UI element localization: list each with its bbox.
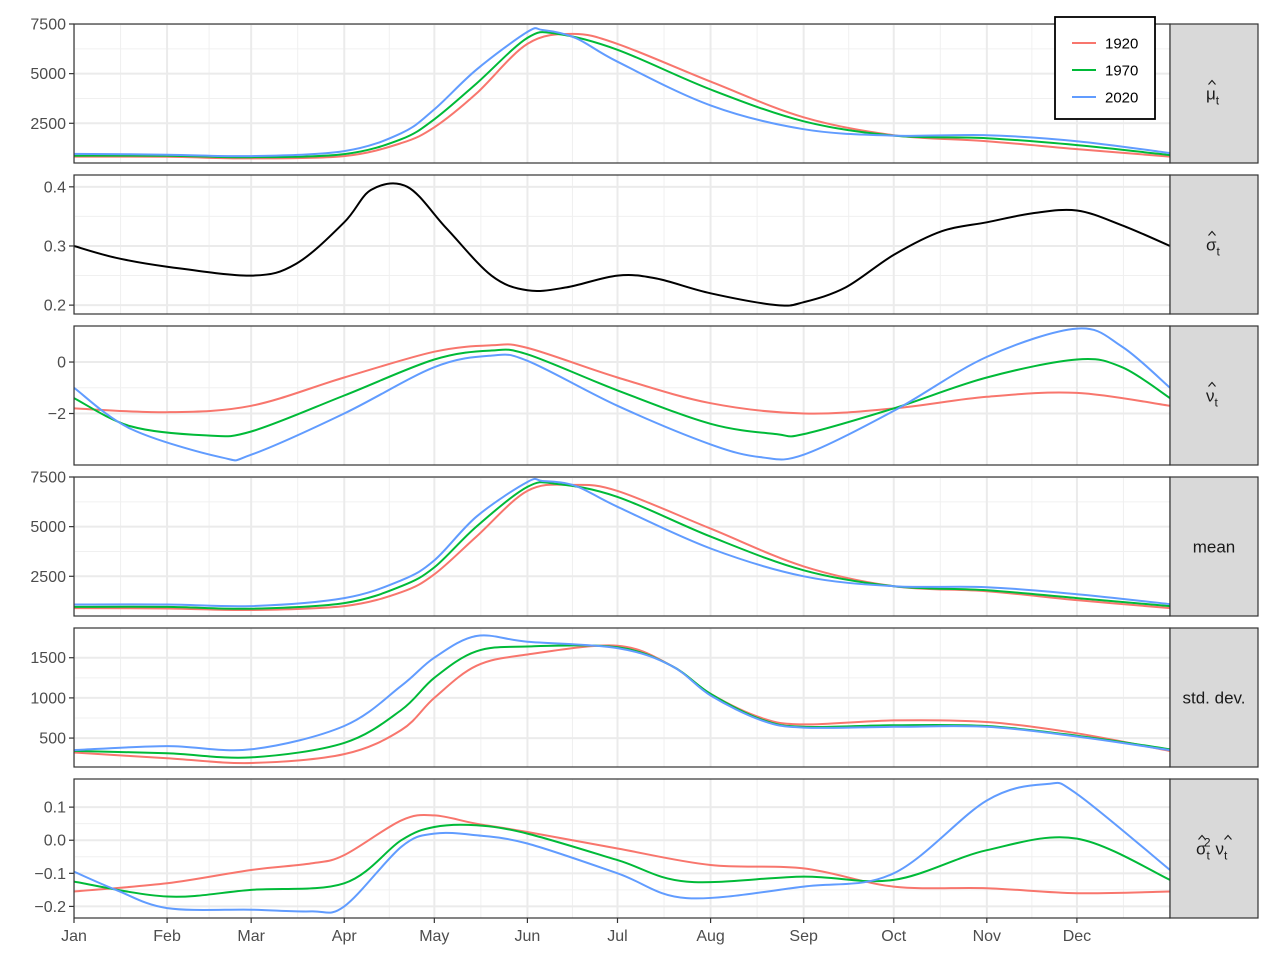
x-tick-label: May — [419, 928, 449, 945]
series-line-1920 — [74, 644, 1170, 765]
y-tick-label: 500 — [39, 731, 66, 748]
series-group — [74, 27, 1170, 160]
series-line-1970 — [74, 348, 1170, 438]
y-tick-label: 1500 — [30, 650, 66, 667]
legend: 1920 1970 2020 — [1054, 16, 1156, 120]
strip-background — [1169, 778, 1259, 919]
x-tick-label: Sep — [789, 928, 818, 945]
x-tick-label: Dec — [1063, 928, 1091, 945]
series-line-1970 — [74, 31, 1170, 159]
legend-label: 1920 — [1105, 36, 1138, 53]
y-tick-label: 5000 — [30, 66, 66, 83]
strip-background — [1169, 23, 1259, 164]
strip-label: std. dev. — [1183, 689, 1246, 708]
panel-2: 0.2 0.3 0.4 σt — [44, 174, 1259, 315]
y-tick-label: 0.4 — [44, 179, 66, 196]
y-tick-label: 0.0 — [44, 833, 66, 850]
strip-label: νt — [1206, 387, 1219, 410]
y-tick-label: 0.1 — [44, 800, 66, 817]
strip-label: mean — [1193, 538, 1236, 557]
y-tick-label: 2500 — [30, 116, 66, 133]
series-line-1920 — [74, 343, 1170, 415]
x-tick-label: Apr — [332, 928, 358, 945]
panel-1: 2500 5000 7500 μt — [30, 17, 1259, 164]
y-tick-label: 0.2 — [44, 298, 66, 315]
series-line-2020 — [74, 634, 1170, 752]
gridlines — [74, 24, 1170, 163]
hat-accent — [1208, 381, 1216, 387]
panels: 2500 5000 7500 μt 0.2 0.3 0.4 σt −2 0 νt 2500 5000 75… — [30, 17, 1259, 919]
y-tick-label: −0.1 — [34, 866, 66, 883]
strip-background — [1169, 476, 1259, 617]
series-group — [74, 634, 1170, 765]
gridlines — [74, 477, 1170, 616]
panel-6: −0.2 −0.1 0.0 0.1 σt2 νt — [34, 778, 1259, 919]
strip-label: σt2 νt — [1196, 836, 1228, 863]
y-tick-label: 0 — [57, 355, 66, 372]
series-line-1970 — [74, 823, 1170, 898]
y-tick-label: 2500 — [30, 569, 66, 586]
y-tick-label: 0.3 — [44, 238, 66, 255]
panel-background — [74, 175, 1170, 314]
series-line-1920 — [74, 814, 1170, 895]
panel-5: 500 1000 1500 std. dev. — [30, 627, 1259, 768]
legend-label: 1970 — [1105, 63, 1138, 80]
series-line- — [74, 182, 1170, 307]
y-tick-label: 7500 — [30, 470, 66, 487]
y-tick-label: 1000 — [30, 690, 66, 707]
series-line-2020 — [74, 781, 1170, 914]
x-tick-label: Mar — [237, 928, 265, 945]
panel-4: 2500 5000 7500 mean — [30, 470, 1259, 617]
series-group — [74, 327, 1170, 462]
x-tick-label: Jan — [61, 928, 87, 945]
series-line-2020 — [74, 327, 1170, 462]
series-line-2020 — [74, 477, 1170, 608]
hat-accent — [1208, 79, 1216, 85]
y-tick-label: 5000 — [30, 519, 66, 536]
x-tick-label: Oct — [881, 928, 906, 945]
y-tick-label: 7500 — [30, 17, 66, 34]
strip-background — [1169, 627, 1259, 768]
x-axis: Jan Feb Mar Apr May Jun Jul Aug Sep Oct Nov Dec — [61, 918, 1091, 945]
legend-label: 2020 — [1105, 90, 1138, 107]
x-tick-label: Nov — [973, 928, 1001, 945]
hat-accent — [1208, 230, 1216, 236]
y-tick-label: −2 — [48, 406, 66, 423]
panel-3: −2 0 νt — [48, 325, 1259, 466]
strip-background — [1169, 174, 1259, 315]
strip-background — [1169, 325, 1259, 466]
legend-box — [1054, 16, 1156, 120]
strip-label: σt — [1206, 236, 1221, 259]
hat-accent — [1224, 834, 1232, 840]
y-tick-label: −0.2 — [34, 899, 66, 916]
x-tick-label: Jul — [607, 928, 627, 945]
series-line-1970 — [74, 481, 1170, 610]
series-group — [74, 477, 1170, 612]
series-group — [74, 781, 1170, 914]
x-tick-label: Feb — [153, 928, 181, 945]
hat-accent — [1198, 834, 1206, 840]
strip-label: μt — [1206, 85, 1220, 108]
series-line-2020 — [74, 27, 1170, 158]
x-tick-label: Aug — [696, 928, 724, 945]
x-tick-label: Jun — [515, 928, 541, 945]
series-group — [74, 182, 1170, 307]
gridlines — [74, 628, 1170, 767]
